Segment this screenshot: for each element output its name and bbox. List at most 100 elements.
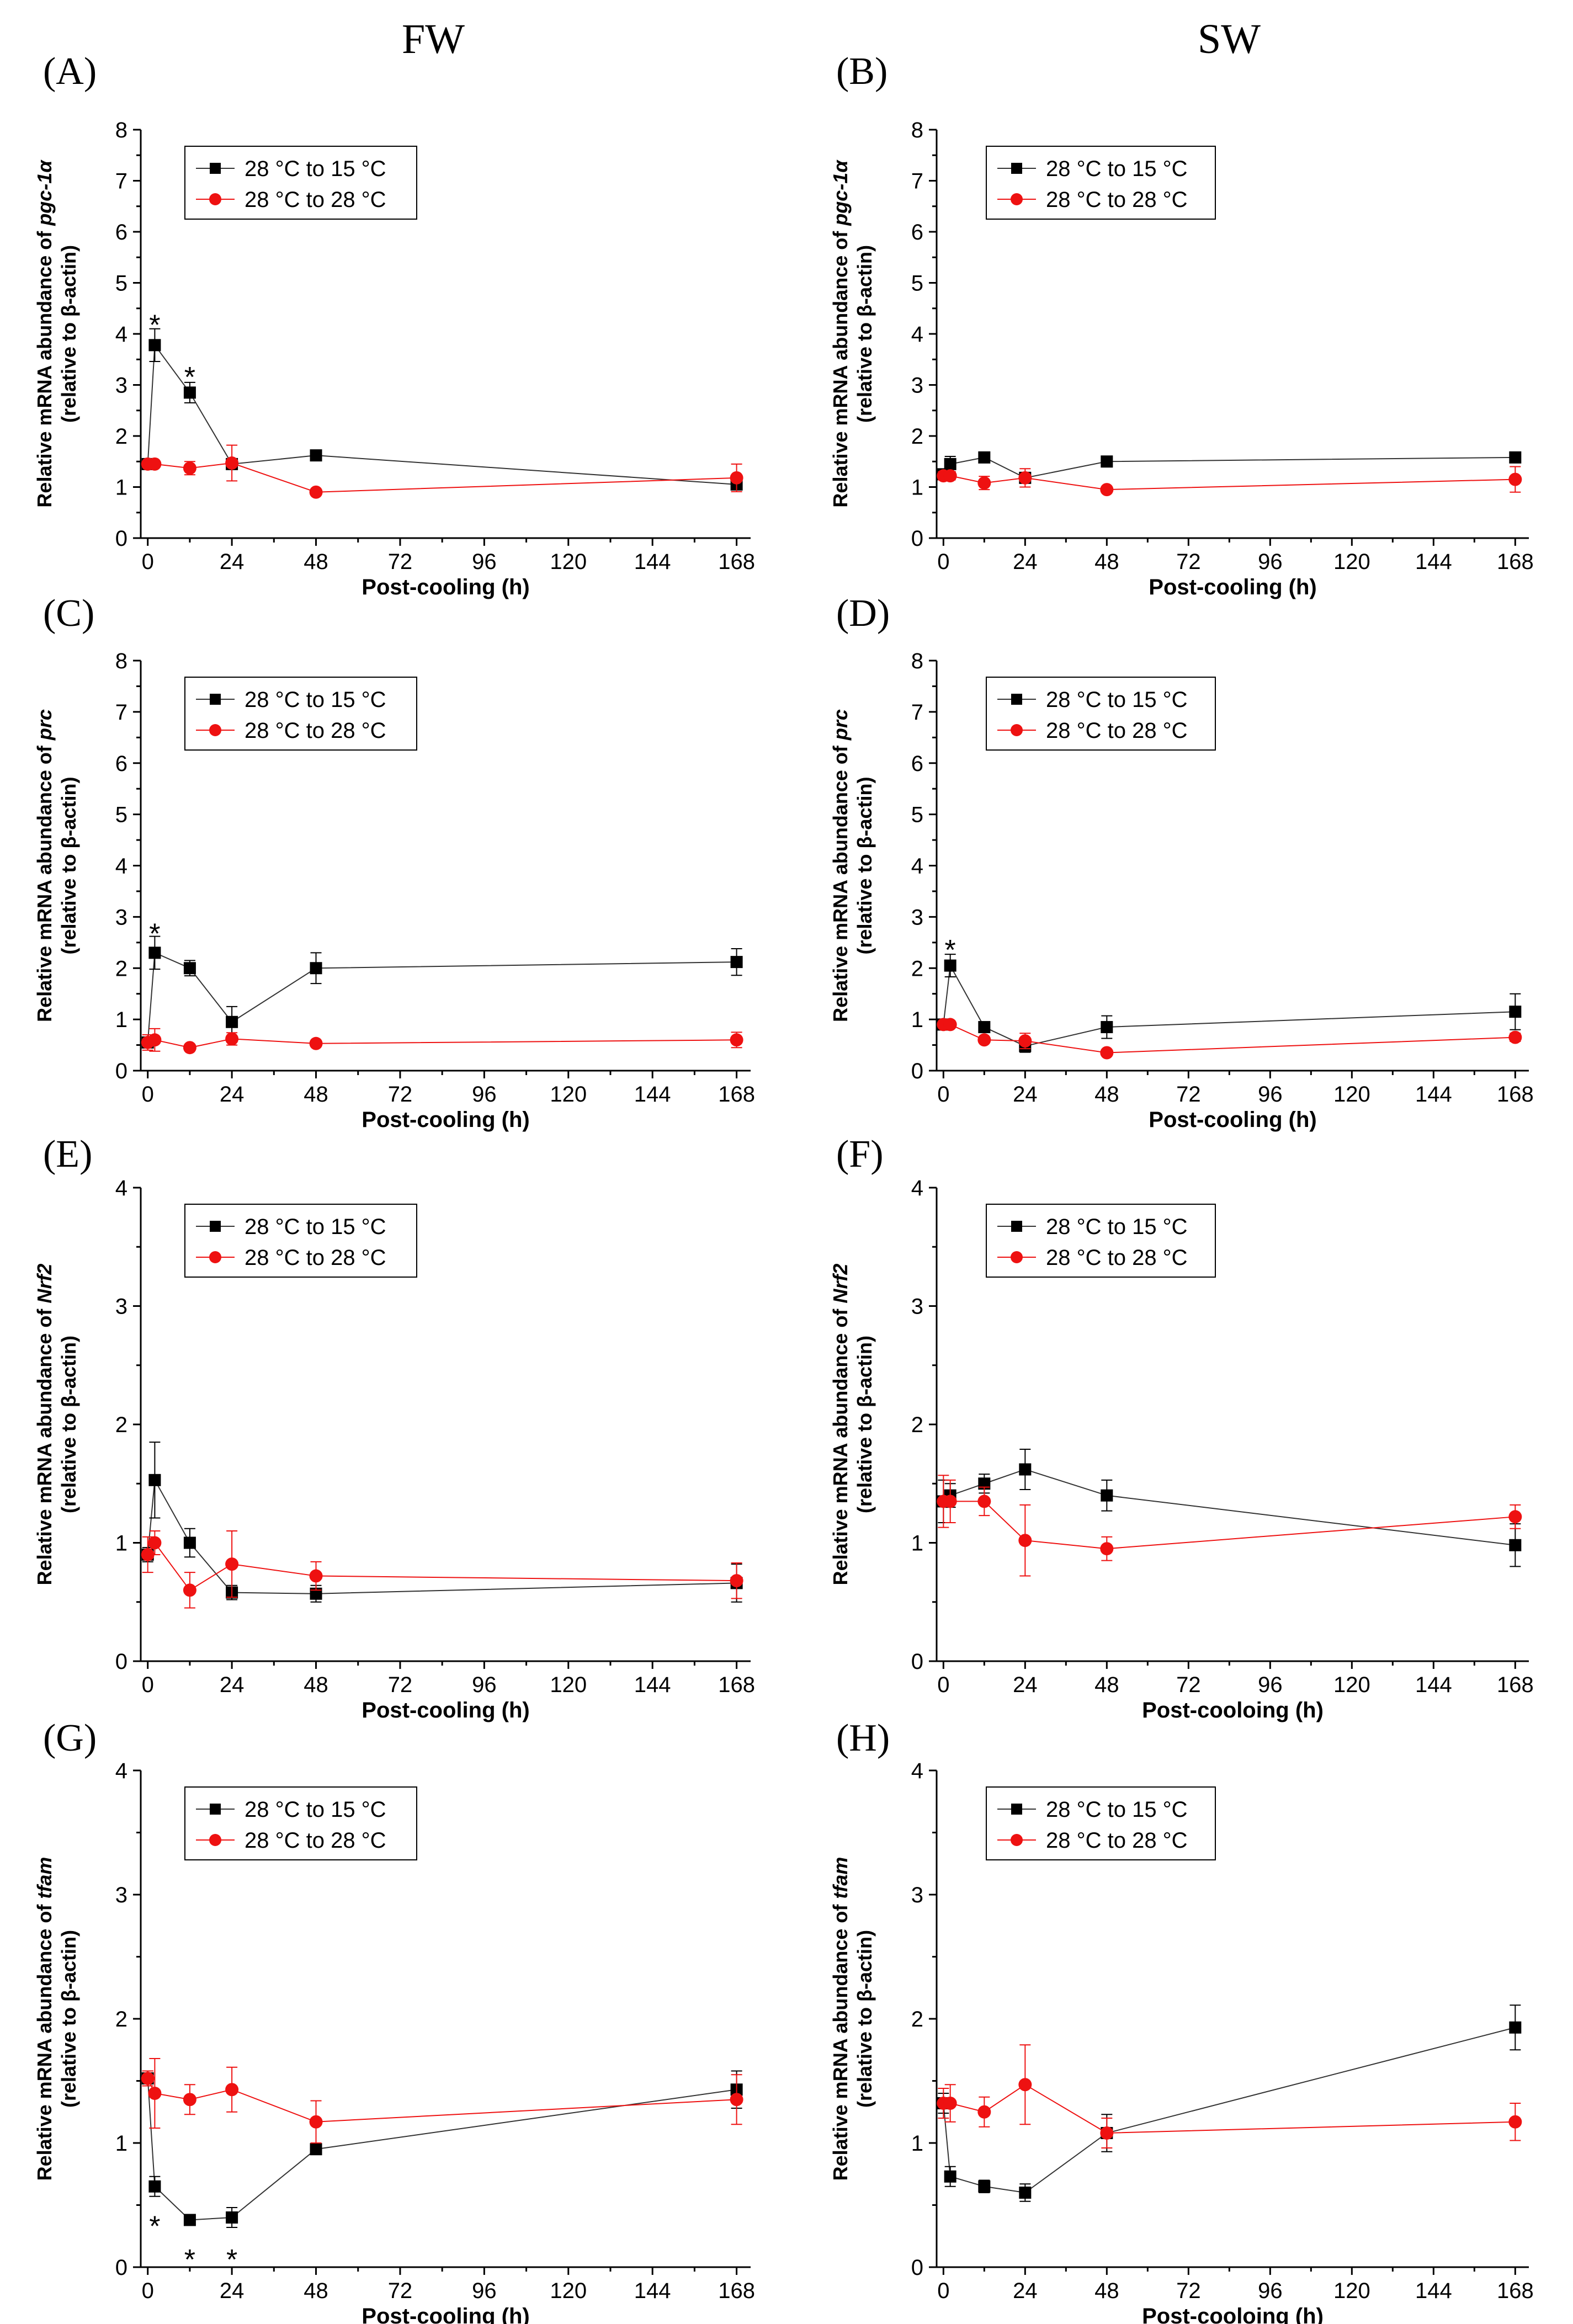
series-line — [943, 964, 1516, 1047]
x-tick-label: 24 — [220, 550, 245, 574]
y-tick-label: 5 — [115, 803, 127, 827]
y-tick-label: 8 — [911, 649, 923, 673]
chart-panel-e: (E) 0 1 2 3 4 0 24 48 72 96 120 144 168 Post-cooling (… — [0, 1127, 786, 1722]
legend-circle-marker — [1011, 193, 1023, 205]
data-point-circle — [225, 2083, 239, 2097]
series-control — [937, 466, 1522, 497]
chart-svg: (H) 0 1 2 3 4 0 24 48 72 96 120 144 168 Post-cooloing … — [829, 1717, 1534, 2324]
data-point-circle — [141, 2072, 155, 2085]
legend-square-marker — [210, 163, 221, 174]
data-point-circle — [977, 1495, 991, 1508]
data-point-circle — [1508, 2115, 1522, 2129]
legend-circle-marker — [1011, 1834, 1023, 1846]
significance-marker: * — [149, 2210, 160, 2242]
legend-square-marker — [1011, 1804, 1022, 1815]
series-line — [147, 1478, 737, 1594]
y-axis-title-line2: (relative to β-actin) — [853, 1336, 876, 1513]
x-tick-label: 96 — [1258, 1673, 1283, 1697]
data-point-square — [1019, 2187, 1032, 2199]
y-tick-label: 2 — [115, 1413, 127, 1437]
x-tick-label: 0 — [937, 1673, 949, 1697]
data-point-square — [978, 451, 991, 464]
data-point-circle — [1508, 472, 1522, 486]
x-tick-label: 48 — [304, 1673, 328, 1697]
data-point-circle — [730, 2093, 743, 2107]
y-axis-title-line2: (relative to β-actin) — [57, 1336, 80, 1513]
legend-label: 28 °C to 15 °C — [245, 688, 386, 712]
legend-box — [986, 1786, 1216, 1860]
legend-label: 28 °C to 28 °C — [245, 1828, 386, 1853]
x-tick-label: 0 — [142, 2279, 154, 2303]
y-tick-label: 8 — [911, 118, 923, 142]
legend-circle-marker — [209, 1834, 221, 1846]
x-tick-label: 96 — [472, 1082, 497, 1107]
y-tick-label: 7 — [911, 700, 923, 725]
series-control — [141, 1530, 743, 1609]
significance-marker: * — [184, 361, 195, 393]
y-axis-title-gene: pgc-1α — [829, 159, 852, 226]
data-point-square — [183, 1536, 196, 1549]
data-point-circle — [148, 457, 162, 471]
x-tick-label: 96 — [1258, 1082, 1283, 1107]
panel-label: (G) — [43, 1717, 97, 1759]
data-point-circle — [943, 2097, 957, 2110]
x-tick-label: 72 — [1176, 1673, 1201, 1697]
x-tick-label: 48 — [304, 2279, 328, 2303]
data-point-circle — [730, 471, 743, 485]
x-tick-label: 72 — [1176, 550, 1201, 574]
y-axis-title: Relative mRNA abundance of Nrf2 — [33, 1264, 56, 1586]
x-tick-label: 144 — [634, 550, 671, 574]
data-point-square — [183, 962, 196, 975]
chart-panel-a: (A) 0 1 2 3 4 5 6 7 8 0 24 48 72 96 120 144 168 Post-cooli… — [0, 44, 786, 599]
x-tick-label: 96 — [472, 2279, 497, 2303]
y-tick-label: 2 — [911, 424, 923, 449]
data-point-circle — [943, 1018, 957, 1031]
x-tick-label: 0 — [937, 1082, 949, 1107]
significance-marker: * — [149, 310, 160, 342]
data-point-square — [1509, 1006, 1522, 1018]
data-point-square — [226, 1015, 238, 1028]
y-axis-title: Relative mRNA abundance of pgc-1α — [829, 159, 852, 508]
y-tick-label: 1 — [911, 1008, 923, 1032]
y-axis-title: Relative mRNA abundance of pgc-1α — [33, 159, 56, 508]
data-point-square — [183, 2214, 196, 2226]
x-tick-label: 48 — [304, 1082, 328, 1107]
x-tick-label: 168 — [718, 1673, 755, 1697]
y-tick-label: 4 — [115, 1759, 127, 1783]
data-point-circle — [943, 469, 957, 483]
y-tick-label: 7 — [911, 169, 923, 194]
series-line — [147, 343, 737, 485]
y-axis-title-prefix: Relative mRNA abundance of — [33, 1899, 56, 2181]
x-tick-label: 72 — [388, 2279, 413, 2303]
series-line — [943, 1469, 1516, 1546]
y-tick-label: 6 — [911, 220, 923, 244]
chart-svg: (F) 0 1 2 3 4 0 24 48 72 96 120 144 168 Post-cooloing … — [829, 1133, 1534, 1722]
y-tick-label: 3 — [115, 374, 127, 398]
chart-svg: (E) 0 1 2 3 4 0 24 48 72 96 120 144 168 Post-cooling (… — [33, 1133, 755, 1722]
x-tick-label: 72 — [1176, 1082, 1201, 1107]
series-cooled — [937, 2004, 1522, 2202]
data-point-circle — [943, 1495, 957, 1508]
x-tick-label: 48 — [1094, 1673, 1119, 1697]
data-point-circle — [1100, 2126, 1114, 2140]
y-tick-label: 5 — [115, 272, 127, 296]
series-line — [147, 2078, 737, 2221]
y-tick-label: 6 — [911, 752, 923, 776]
legend-square-marker — [1011, 163, 1022, 174]
series-control — [141, 1028, 743, 1055]
y-tick-label: 1 — [115, 1008, 127, 1032]
x-tick-label: 24 — [1013, 1673, 1038, 1697]
y-tick-label: 2 — [911, 2007, 923, 2031]
data-point-circle — [309, 1036, 323, 1050]
panel-label: (H) — [836, 1717, 890, 1759]
legend-square-marker — [1011, 694, 1022, 705]
y-tick-label: 0 — [911, 1650, 923, 1674]
legend-label: 28 °C to 15 °C — [245, 1797, 386, 1822]
series-control — [141, 2058, 743, 2144]
data-point-circle — [1018, 1034, 1032, 1048]
y-tick-label: 3 — [115, 905, 127, 929]
data-point-circle — [1100, 1046, 1114, 1060]
y-tick-label: 2 — [115, 956, 127, 981]
y-tick-label: 0 — [911, 2256, 923, 2280]
column-header-fw: FW — [402, 16, 465, 62]
